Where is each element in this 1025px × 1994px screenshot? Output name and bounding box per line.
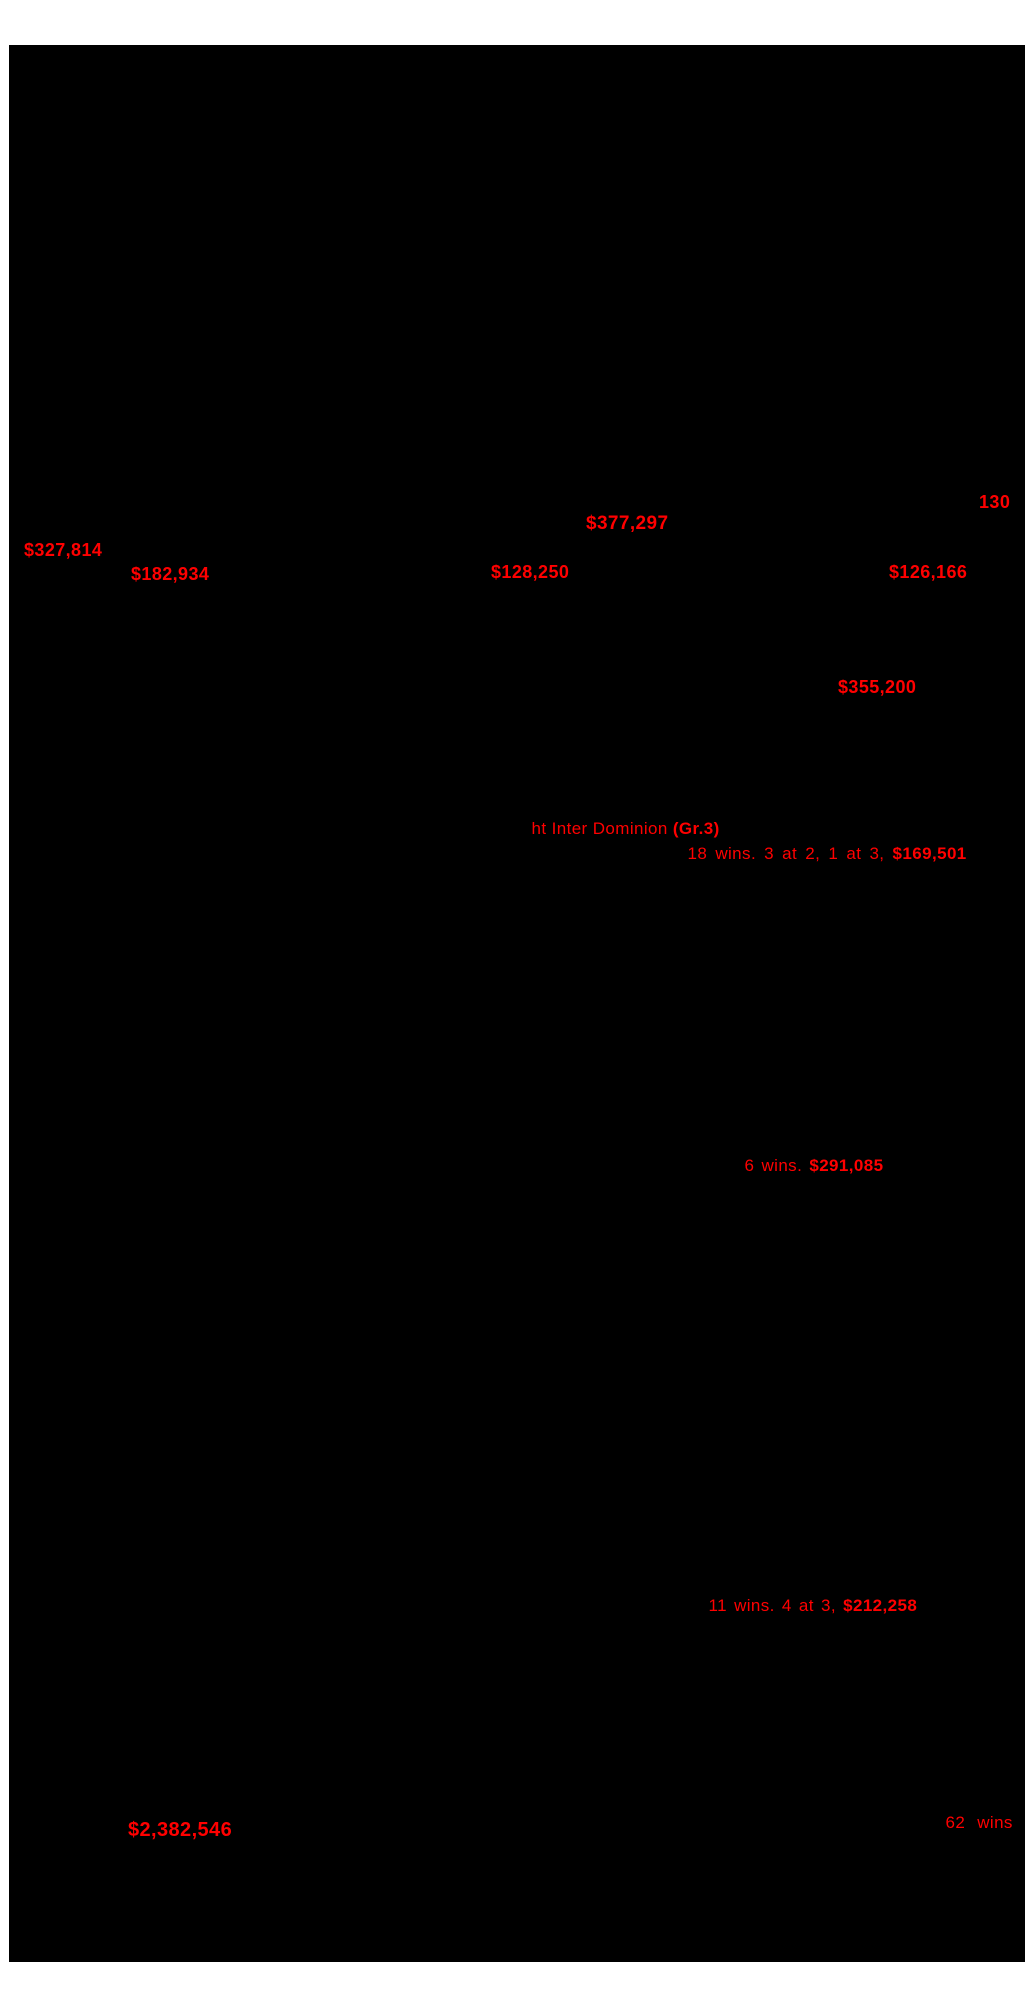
record-18-wins: 18 wins. 3 at 2, 1 at 3, $169,501 — [655, 828, 967, 879]
record-6-wins-text: 6 wins. — [744, 1156, 810, 1175]
record-62-wins-count: 62 — [945, 1813, 966, 1832]
record-11-wins-earnings: $212,258 — [843, 1596, 918, 1615]
earnings-355200: $355,200 — [838, 677, 917, 697]
record-6-wins-earnings: $291,085 — [809, 1156, 884, 1175]
earnings-377297: $377,297 — [586, 513, 669, 534]
record-6-wins: 6 wins. $291,085 — [716, 1140, 884, 1191]
record-11-wins-text: 11 wins. 4 at 3, — [708, 1596, 844, 1615]
record-62-wins-label: wins — [977, 1813, 1013, 1832]
record-11-wins: 11 wins. 4 at 3, $212,258 — [680, 1580, 917, 1631]
earnings-128250: $128,250 — [491, 562, 570, 582]
race-grade: (Gr.3) — [672, 819, 720, 838]
record-18-wins-text: 18 wins. 3 at 2, 1 at 3, — [687, 844, 893, 863]
earnings-182934: $182,934 — [131, 564, 210, 584]
race-name-text: ht Inter Dominion — [531, 819, 673, 838]
count-130: 130 — [979, 492, 1011, 512]
record-18-wins-earnings: $169,501 — [892, 844, 967, 863]
race-name-inter-dominion: ht Inter Dominion (Gr.3) — [511, 803, 720, 854]
document-page: 130 $377,297 $327,814 $182,934 $128,250 … — [9, 45, 1025, 1962]
earnings-2382546: $2,382,546 — [128, 1819, 233, 1841]
earnings-126166: $126,166 — [889, 562, 968, 582]
record-62-wins: 62 wins — [925, 1797, 1013, 1848]
earnings-327814: $327,814 — [24, 540, 103, 560]
